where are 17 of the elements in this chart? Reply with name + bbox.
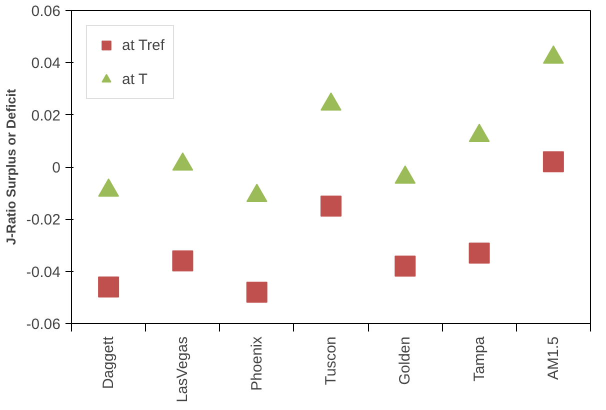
x-tick-label: Phoenix (248, 336, 266, 391)
y-tick-label: 0.06 (31, 3, 61, 20)
x-tick-label: AM1.5 (544, 336, 562, 380)
x-tick-label: Tuscon (322, 336, 340, 386)
x-tick-label: LasVegas (174, 336, 192, 402)
y-tick-label: -0.04 (26, 264, 61, 281)
y-tick-label: 0.04 (31, 55, 61, 72)
x-tick-label: Daggett (100, 336, 118, 390)
x-tick-label: Golden (396, 336, 414, 385)
y-tick-label: -0.02 (26, 212, 61, 229)
y-tick-label: -0.06 (26, 316, 61, 333)
y-tick-label: 0.02 (31, 107, 61, 124)
y-tick-label: 0 (52, 160, 60, 176)
y-axis-title: J-Ratio Surplus or Deficit (3, 88, 18, 246)
x-tick-label: Tampa (470, 336, 488, 382)
legend-label: at Tref (122, 36, 165, 54)
legend-label: at T (122, 70, 148, 88)
